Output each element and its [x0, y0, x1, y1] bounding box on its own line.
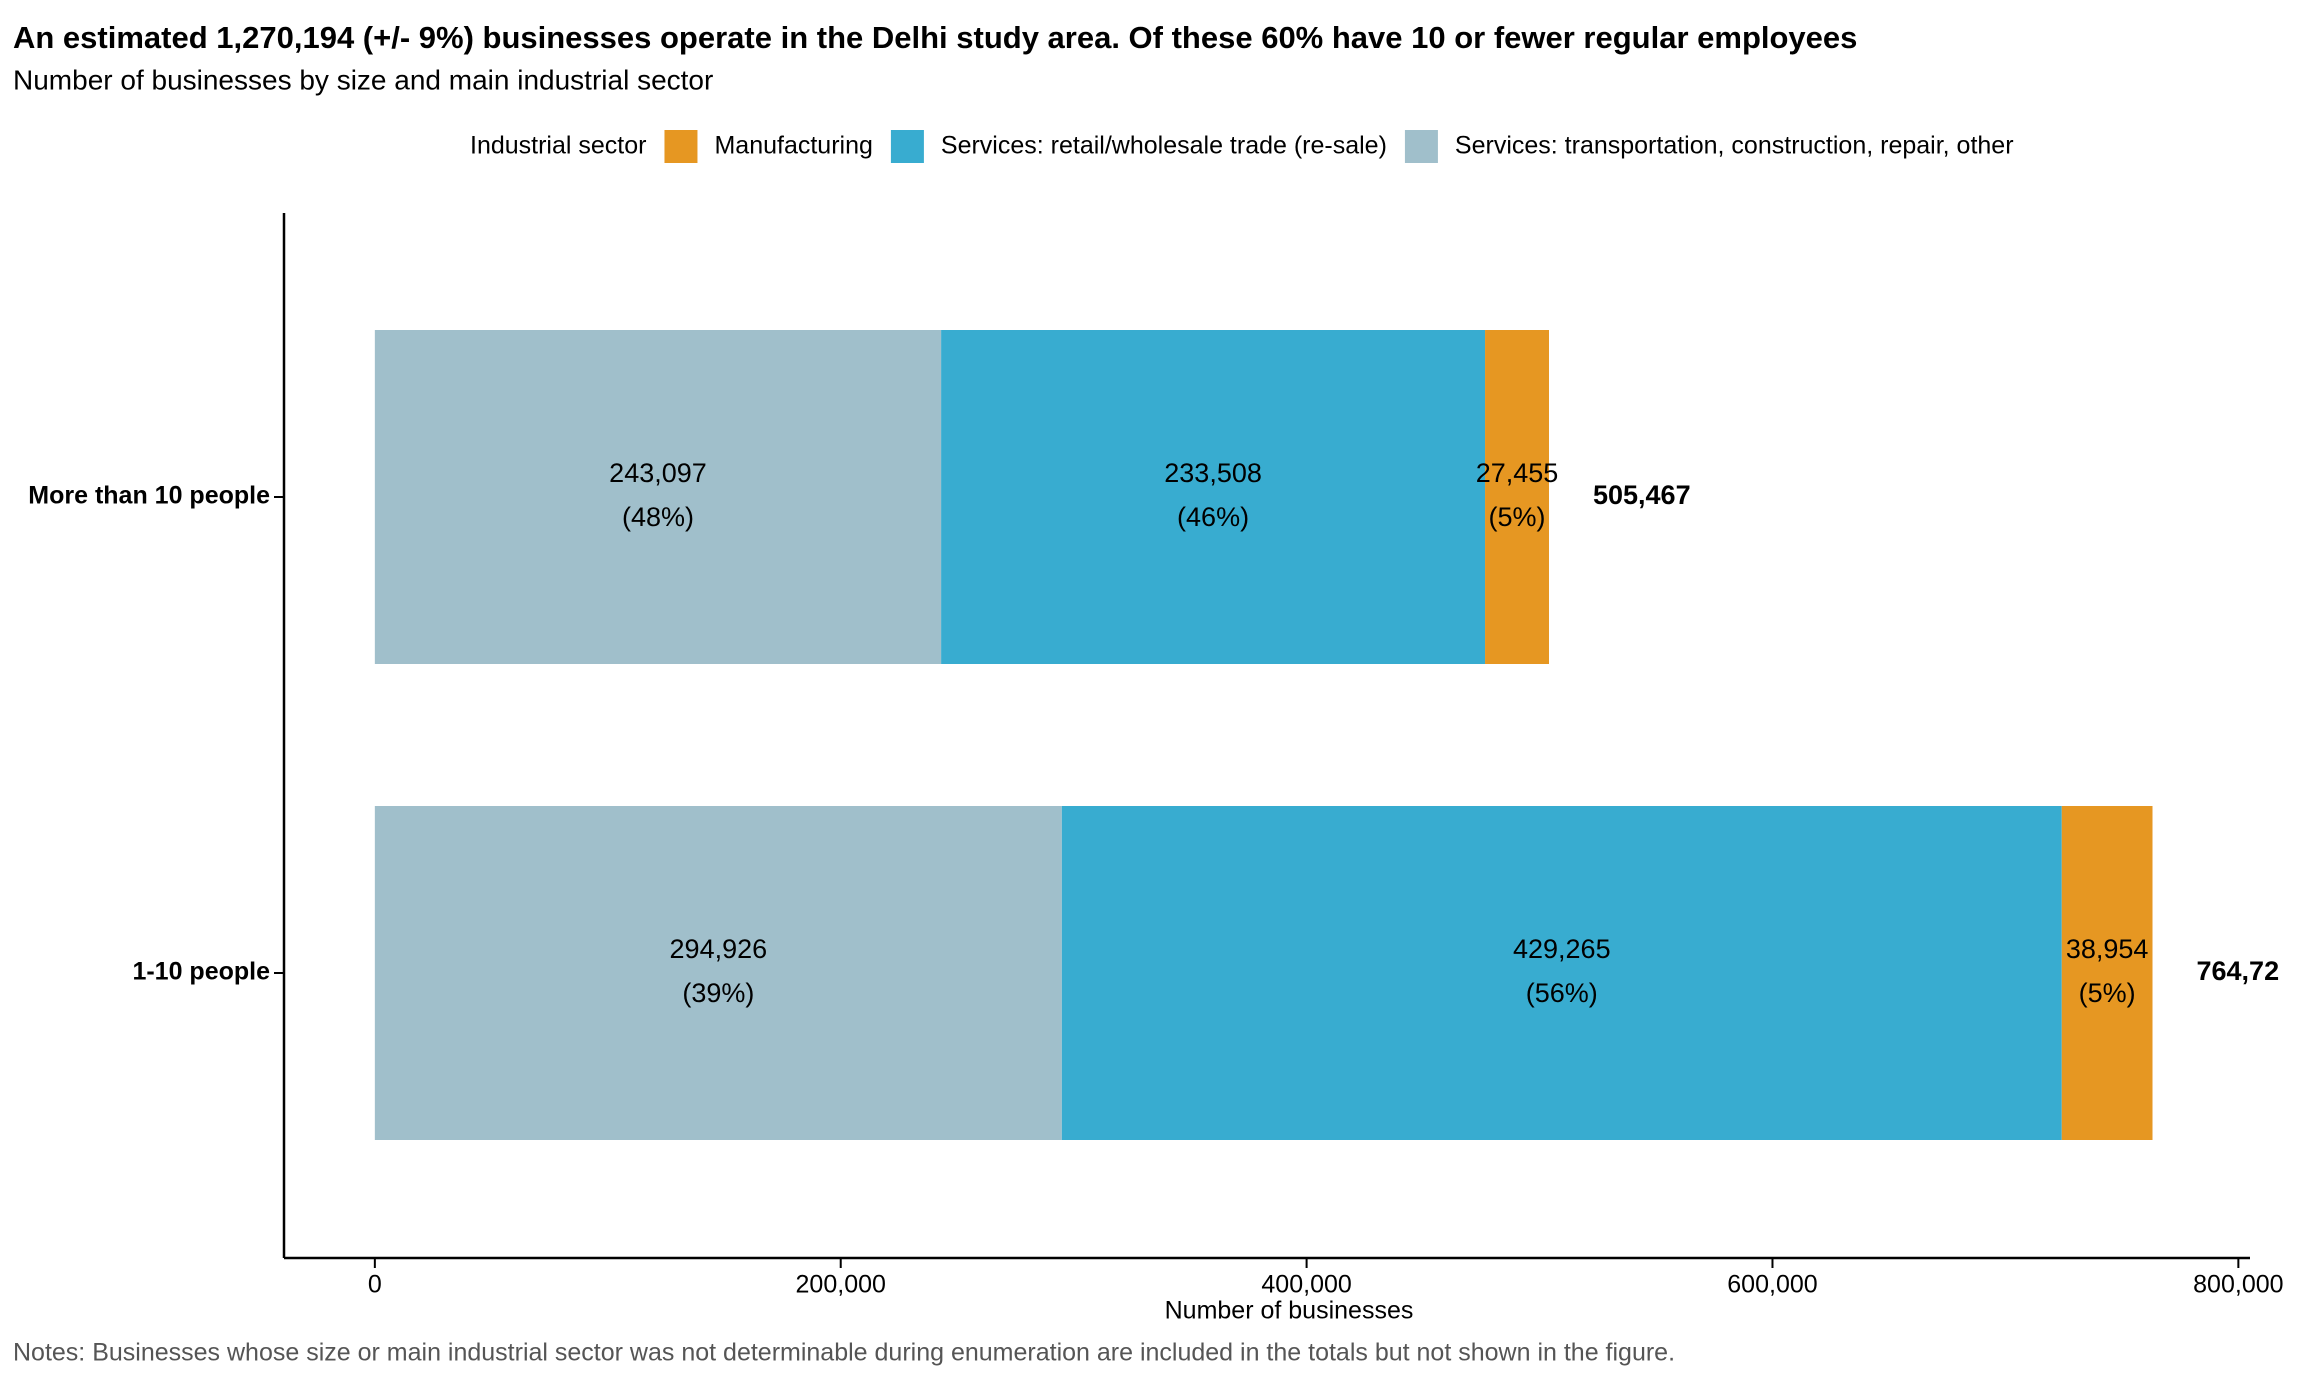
- value-label: 243,097: [609, 458, 707, 488]
- bar-segment: [2061, 806, 2153, 1140]
- total-label: 764,72: [2197, 956, 2280, 986]
- note: Notes: Businesses whose size or main ind…: [13, 1339, 1675, 1367]
- bar-segment: [941, 330, 1486, 664]
- share-label: (39%): [682, 978, 754, 1008]
- share-label: (56%): [1526, 978, 1598, 1008]
- share-label: (5%): [2079, 978, 2136, 1008]
- value-label: 429,265: [1513, 934, 1611, 964]
- legend-title: Industrial sector: [470, 132, 646, 160]
- x-axis-label: Number of businesses: [1165, 1297, 1414, 1325]
- share-label: (48%): [622, 502, 694, 532]
- share-label: (5%): [1489, 502, 1546, 532]
- chart-subtitle: Number of businesses by size and main in…: [13, 64, 713, 95]
- total-label: 505,467: [1593, 480, 1691, 510]
- value-label: 294,926: [670, 934, 768, 964]
- x-tick-label: 0: [368, 1271, 382, 1299]
- x-tick-label: 800,000: [2193, 1271, 2283, 1299]
- legend-label: Services: retail/wholesale trade (re-sal…: [941, 132, 1387, 160]
- y-tick-label: More than 10 people: [28, 482, 270, 510]
- chart-title: An estimated 1,270,194 (+/- 9%) business…: [13, 20, 1857, 55]
- share-label: (46%): [1177, 502, 1249, 532]
- legend-label: Manufacturing: [714, 132, 872, 160]
- bar-segment: [374, 806, 1062, 1140]
- legend-key: [890, 130, 924, 163]
- legend-label: Services: transportation, construction, …: [1455, 132, 2014, 160]
- legend-key: [664, 130, 698, 163]
- value-label: 27,455: [1476, 458, 1559, 488]
- bar-segment: [1485, 330, 1549, 664]
- x-tick-label: 200,000: [796, 1271, 886, 1299]
- legend-key: [1404, 130, 1438, 163]
- value-label: 233,508: [1164, 458, 1262, 488]
- y-tick-label: 1-10 people: [132, 958, 270, 986]
- x-tick-label: 400,000: [1261, 1271, 1351, 1299]
- bar-segment: [1061, 806, 2062, 1140]
- value-label: 38,954: [2066, 934, 2149, 964]
- bar-segment: [374, 330, 942, 664]
- x-tick-label: 600,000: [1727, 1271, 1817, 1299]
